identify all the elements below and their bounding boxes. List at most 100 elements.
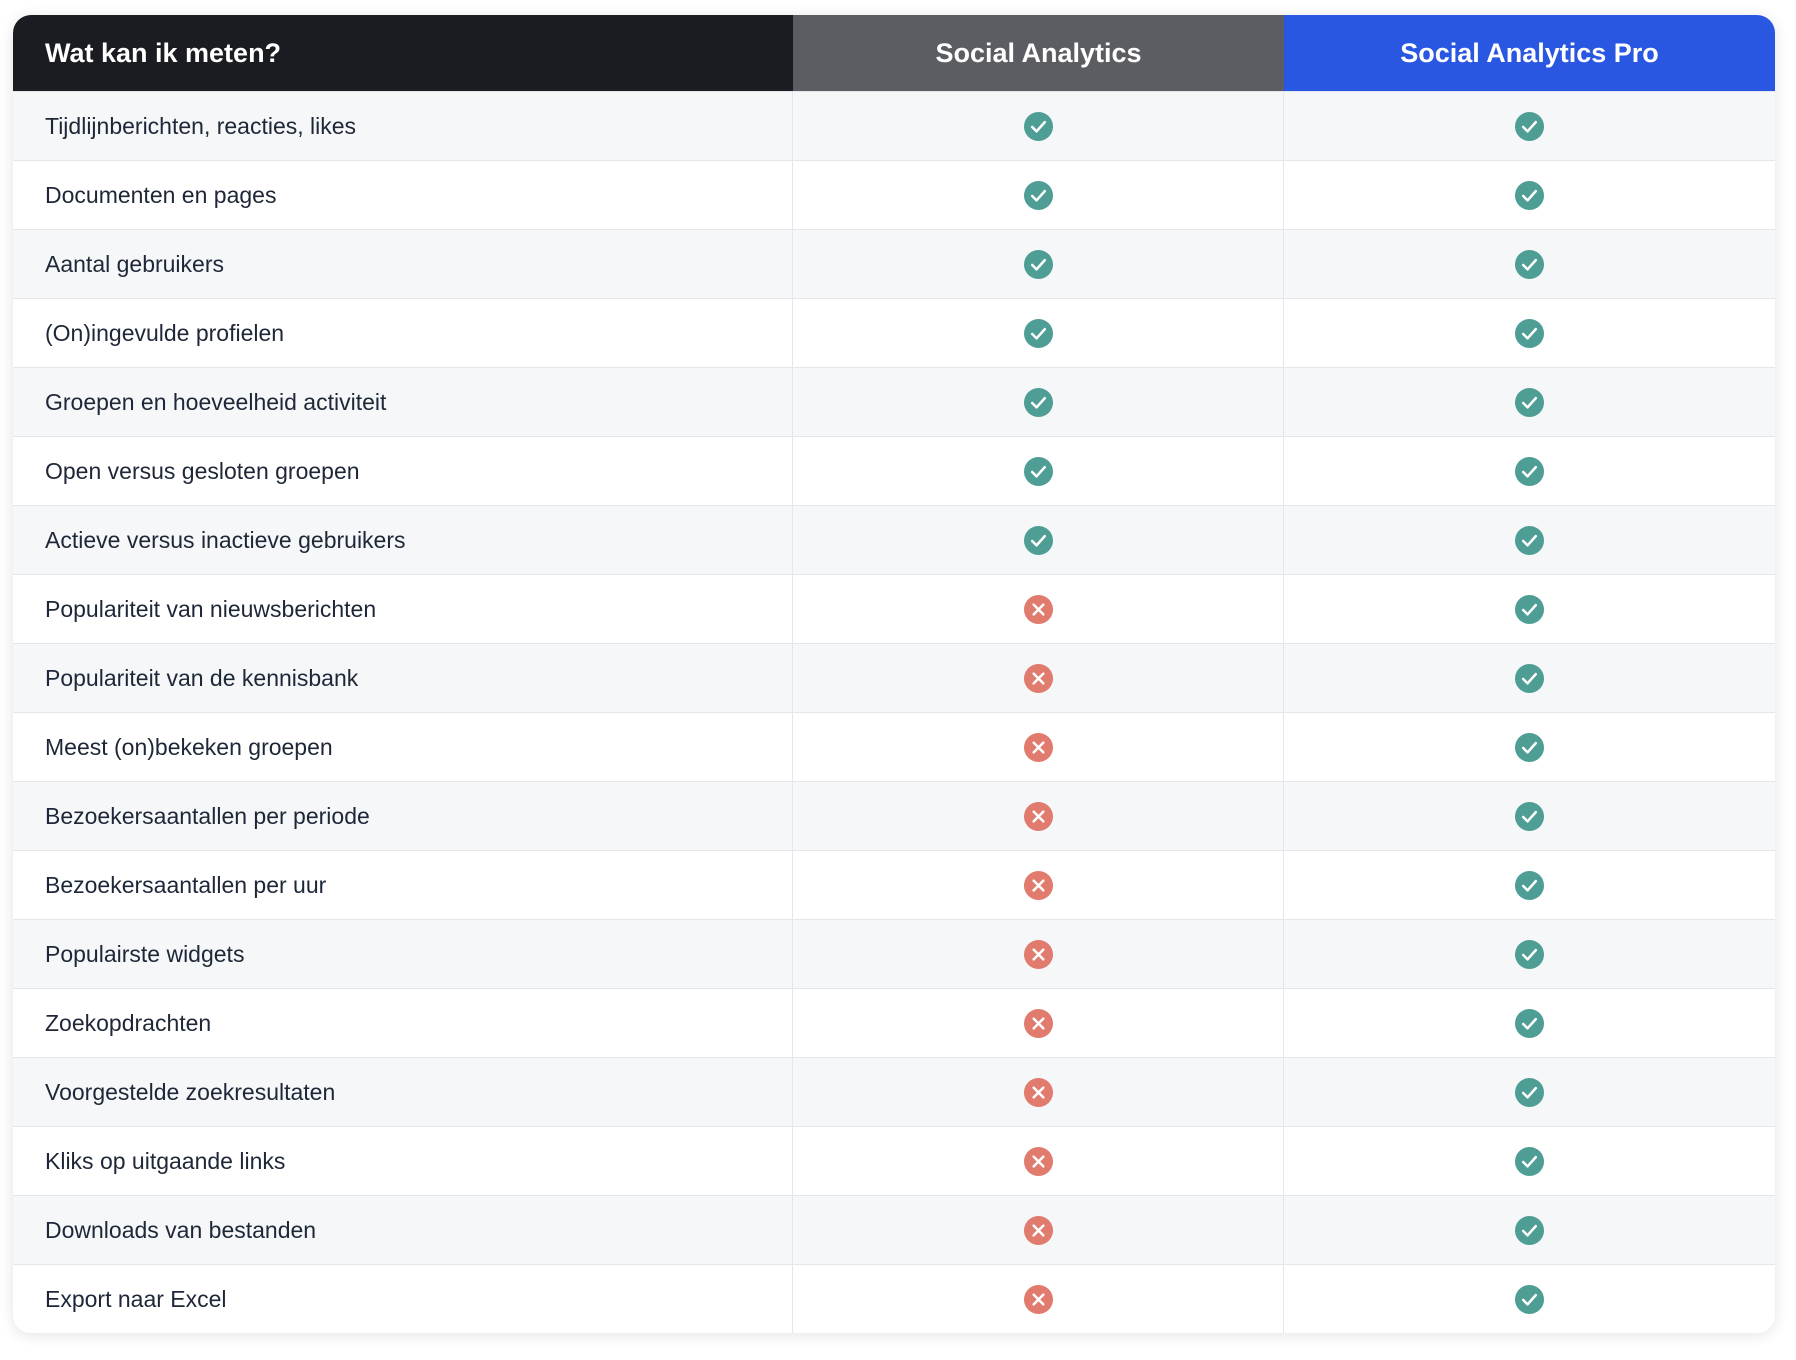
cross-icon [1023,1284,1054,1315]
check-icon [1514,801,1545,832]
check-icon [1514,939,1545,970]
cross-icon [1023,801,1054,832]
social-analytics-cell [793,644,1284,712]
social-analytics-cell [793,575,1284,643]
cross-icon [1023,870,1054,901]
table-row: Actieve versus inactieve gebruikers [13,505,1775,574]
table-row: Downloads van bestanden [13,1195,1775,1264]
table-row: Groepen en hoeveelheid activiteit [13,367,1775,436]
cross-icon [1023,1215,1054,1246]
check-icon [1514,1077,1545,1108]
social-analytics-cell [793,851,1284,919]
social-analytics-cell [793,161,1284,229]
feature-label: Open versus gesloten groepen [13,437,793,505]
feature-label: Export naar Excel [13,1265,793,1333]
social-analytics-cell [793,299,1284,367]
social-analytics-cell [793,92,1284,160]
check-icon [1023,180,1054,211]
table-row: Populariteit van nieuwsberichten [13,574,1775,643]
social-analytics-pro-cell [1284,1265,1775,1333]
feature-label: Populairste widgets [13,920,793,988]
check-icon [1514,111,1545,142]
table-row: (On)ingevulde profielen [13,298,1775,367]
check-icon [1514,1284,1545,1315]
check-icon [1514,318,1545,349]
check-icon [1514,249,1545,280]
feature-label: Groepen en hoeveelheid activiteit [13,368,793,436]
header-social-analytics-pro: Social Analytics Pro [1284,15,1775,91]
feature-label: Tijdlijnberichten, reacties, likes [13,92,793,160]
feature-label: Voorgestelde zoekresultaten [13,1058,793,1126]
social-analytics-cell [793,1058,1284,1126]
table-row: Documenten en pages [13,160,1775,229]
check-icon [1023,318,1054,349]
comparison-table: Wat kan ik meten? Social Analytics Socia… [13,15,1775,1333]
check-icon [1514,456,1545,487]
social-analytics-pro-cell [1284,851,1775,919]
header-feature: Wat kan ik meten? [13,15,793,91]
social-analytics-pro-cell [1284,920,1775,988]
social-analytics-cell [793,713,1284,781]
social-analytics-cell [793,1127,1284,1195]
cross-icon [1023,732,1054,763]
cross-icon [1023,1146,1054,1177]
table-row: Bezoekersaantallen per periode [13,781,1775,850]
social-analytics-cell [793,782,1284,850]
social-analytics-pro-cell [1284,299,1775,367]
check-icon [1514,525,1545,556]
table-body: Tijdlijnberichten, reacties, likes Docume… [13,91,1775,1333]
cross-icon [1023,1077,1054,1108]
social-analytics-cell [793,1196,1284,1264]
feature-label: Actieve versus inactieve gebruikers [13,506,793,574]
table-row: Zoekopdrachten [13,988,1775,1057]
social-analytics-cell [793,368,1284,436]
social-analytics-cell [793,989,1284,1057]
social-analytics-pro-cell [1284,575,1775,643]
social-analytics-cell [793,230,1284,298]
feature-label: Documenten en pages [13,161,793,229]
check-icon [1514,732,1545,763]
table-row: Open versus gesloten groepen [13,436,1775,505]
check-icon [1514,1146,1545,1177]
feature-label: Zoekopdrachten [13,989,793,1057]
table-row: Meest (on)bekeken groepen [13,712,1775,781]
check-icon [1023,249,1054,280]
social-analytics-pro-cell [1284,161,1775,229]
social-analytics-cell [793,437,1284,505]
social-analytics-cell [793,920,1284,988]
check-icon [1514,663,1545,694]
check-icon [1514,870,1545,901]
check-icon [1023,387,1054,418]
feature-label: Meest (on)bekeken groepen [13,713,793,781]
table-row: Voorgestelde zoekresultaten [13,1057,1775,1126]
table-row: Aantal gebruikers [13,229,1775,298]
table-row: Kliks op uitgaande links [13,1126,1775,1195]
check-icon [1023,525,1054,556]
social-analytics-pro-cell [1284,92,1775,160]
social-analytics-pro-cell [1284,1058,1775,1126]
table-row: Bezoekersaantallen per uur [13,850,1775,919]
feature-label: Bezoekersaantallen per uur [13,851,793,919]
table-row: Populariteit van de kennisbank [13,643,1775,712]
feature-label: Populariteit van nieuwsberichten [13,575,793,643]
social-analytics-pro-cell [1284,713,1775,781]
social-analytics-pro-cell [1284,230,1775,298]
feature-label: Aantal gebruikers [13,230,793,298]
check-icon [1514,1215,1545,1246]
social-analytics-pro-cell [1284,782,1775,850]
check-icon [1514,1008,1545,1039]
table-row: Tijdlijnberichten, reacties, likes [13,91,1775,160]
social-analytics-pro-cell [1284,368,1775,436]
social-analytics-pro-cell [1284,506,1775,574]
feature-label: Downloads van bestanden [13,1196,793,1264]
social-analytics-cell [793,506,1284,574]
social-analytics-pro-cell [1284,644,1775,712]
social-analytics-pro-cell [1284,437,1775,505]
check-icon [1514,180,1545,211]
cross-icon [1023,594,1054,625]
feature-label: (On)ingevulde profielen [13,299,793,367]
social-analytics-pro-cell [1284,989,1775,1057]
cross-icon [1023,939,1054,970]
check-icon [1514,387,1545,418]
check-icon [1514,594,1545,625]
